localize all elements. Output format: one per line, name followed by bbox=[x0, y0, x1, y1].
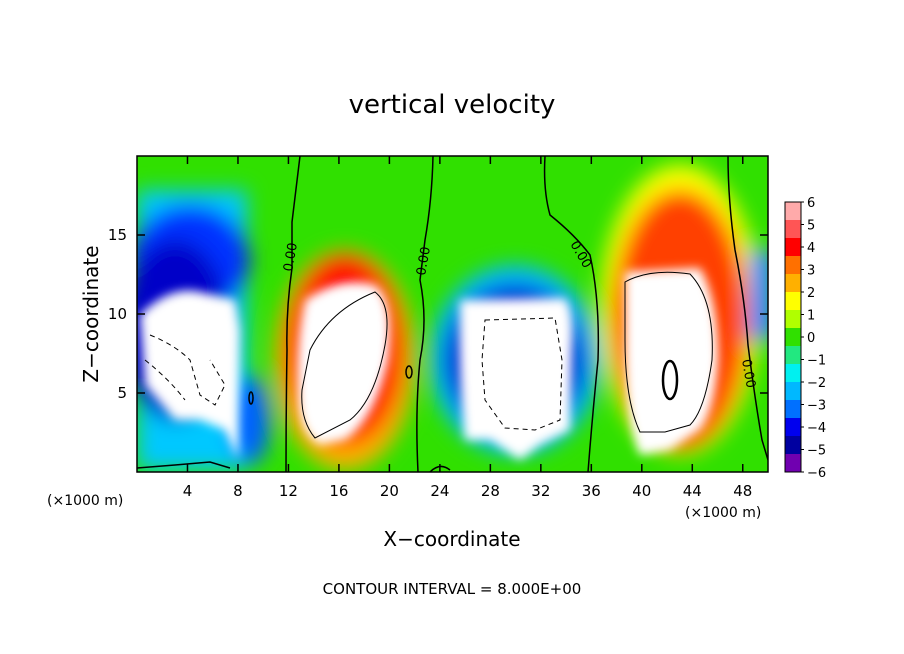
colorbar-label: 0 bbox=[807, 331, 815, 346]
contour-label: 0.00 bbox=[738, 358, 758, 389]
colorbar-label: −5 bbox=[807, 444, 826, 459]
colorbar-swatch bbox=[785, 346, 801, 365]
x-axis-label: X−coordinate bbox=[383, 527, 520, 551]
contour-interval-note: CONTOUR INTERVAL = 8.000E+00 bbox=[323, 580, 582, 598]
heatmap-field bbox=[137, 156, 768, 472]
saturated-regions bbox=[140, 268, 718, 460]
x-tick-label: 36 bbox=[582, 482, 601, 500]
colorbar-swatch bbox=[785, 310, 801, 329]
downdraft-contour bbox=[481, 317, 563, 431]
x-axis: 4 8 12 16 20 24 28 32 36 40 44 48 bbox=[183, 156, 752, 500]
colorbar-label: 3 bbox=[807, 264, 815, 279]
downdraft-contour bbox=[149, 334, 226, 406]
colorbar-swatch bbox=[785, 436, 801, 455]
updraft-contour bbox=[624, 271, 713, 433]
contour-lines bbox=[137, 156, 768, 472]
x-units-left: (×1000 m) bbox=[47, 493, 123, 509]
colorbar-label: −3 bbox=[807, 399, 826, 414]
zero-contour bbox=[543, 156, 600, 472]
colorbar-label: −4 bbox=[807, 421, 826, 436]
colorbar-swatch bbox=[785, 256, 801, 275]
y-tick-label: 10 bbox=[108, 305, 127, 323]
colorbar: 6 5 4 3 2 1 0 −1 −2 −3 −4 −5 −6 bbox=[784, 196, 826, 481]
closed-contour bbox=[661, 359, 679, 401]
x-tick-label: 44 bbox=[683, 482, 702, 500]
zero-contour bbox=[137, 461, 231, 469]
colorbar-swatch bbox=[785, 400, 801, 419]
zero-contour bbox=[727, 156, 768, 461]
x-tick-label: 32 bbox=[531, 482, 550, 500]
x-tick-label: 4 bbox=[183, 482, 193, 500]
colorbar-swatch bbox=[785, 364, 801, 383]
x-tick-label: 16 bbox=[329, 482, 348, 500]
updraft-contour bbox=[301, 291, 388, 439]
colorbar-label: 2 bbox=[807, 286, 815, 301]
x-tick-label: 20 bbox=[380, 482, 399, 500]
colorbar-swatch bbox=[785, 454, 801, 473]
colorbar-swatch bbox=[785, 328, 801, 347]
y-tick-label: 15 bbox=[108, 226, 127, 244]
colorbar-swatch bbox=[785, 292, 801, 311]
x-units-right: (×1000 m) bbox=[685, 505, 761, 521]
colorbar-label: 1 bbox=[807, 309, 815, 324]
closed-contour bbox=[248, 391, 254, 405]
colorbar-swatch bbox=[785, 274, 801, 293]
contour-label: 0.00 bbox=[414, 246, 434, 277]
zero-contour bbox=[285, 156, 301, 472]
y-axis: 5 10 15 bbox=[108, 226, 768, 402]
x-tick-label: 48 bbox=[733, 482, 752, 500]
colorbar-label: −1 bbox=[807, 354, 826, 369]
colorbar-label: 4 bbox=[807, 241, 815, 256]
downdraft-contour bbox=[144, 359, 186, 401]
y-axis-label: Z−coordinate bbox=[79, 245, 103, 382]
contour-label: 0.00 bbox=[281, 242, 301, 273]
colorbar-swatch bbox=[785, 382, 801, 401]
colorbar-label: 6 bbox=[807, 196, 815, 211]
colorbar-label: −2 bbox=[807, 376, 826, 391]
x-tick-label: 12 bbox=[279, 482, 298, 500]
colorbar-label: −6 bbox=[807, 466, 826, 481]
colorbar-label: 5 bbox=[807, 219, 815, 234]
chart-title: vertical velocity bbox=[349, 90, 556, 120]
zero-contour bbox=[416, 156, 434, 472]
colorbar-swatch bbox=[785, 238, 801, 257]
colorbar-swatch bbox=[785, 220, 801, 239]
x-tick-label: 8 bbox=[233, 482, 243, 500]
colorbar-swatch bbox=[785, 418, 801, 437]
y-tick-label: 5 bbox=[117, 384, 127, 402]
colorbar-swatch bbox=[785, 202, 801, 221]
x-tick-label: 40 bbox=[632, 482, 651, 500]
closed-contour bbox=[405, 365, 413, 379]
x-tick-label: 24 bbox=[430, 482, 449, 500]
x-tick-label: 28 bbox=[481, 482, 500, 500]
